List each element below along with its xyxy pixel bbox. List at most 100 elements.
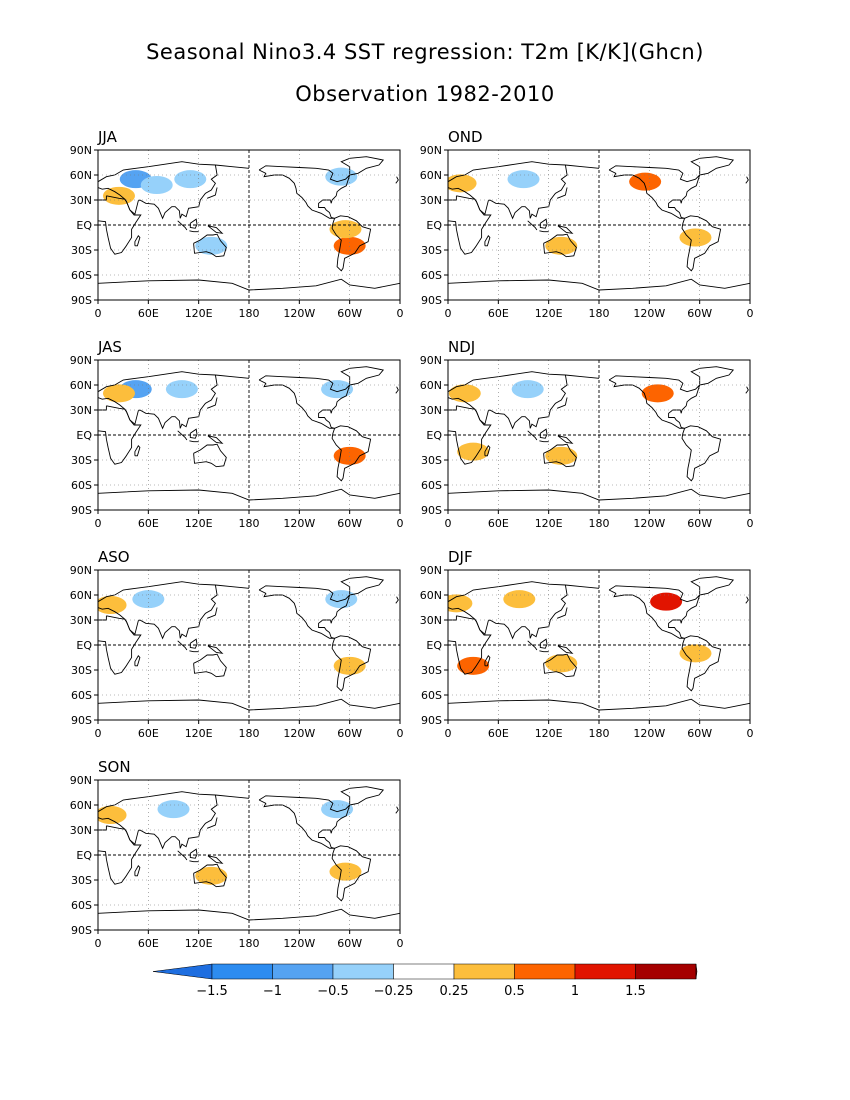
y-tick-label: 60N xyxy=(420,379,442,392)
y-tick-label: 60S xyxy=(71,269,92,282)
coastline xyxy=(193,653,227,678)
coastline xyxy=(395,386,399,394)
coastline xyxy=(177,850,188,861)
anomaly-region xyxy=(329,862,362,881)
y-tick-label: 90S xyxy=(421,294,442,307)
y-tick-label: 30N xyxy=(70,194,92,207)
anomaly-region xyxy=(507,170,540,189)
x-tick-label: 0 xyxy=(95,517,102,530)
x-tick-label: 120E xyxy=(185,937,213,950)
x-tick-label: 0 xyxy=(95,727,102,740)
anomaly-region xyxy=(140,176,173,194)
x-tick-label: 60W xyxy=(337,937,362,950)
coastline xyxy=(189,230,199,233)
anomaly-region xyxy=(321,800,354,819)
panel-label: SON xyxy=(98,758,131,776)
coastline xyxy=(556,607,568,619)
coastline xyxy=(527,430,538,441)
colorbar-segment xyxy=(272,963,334,980)
colorbar-label: −0.5 xyxy=(317,984,349,999)
coastline xyxy=(206,187,218,199)
y-tick-label: 30S xyxy=(71,454,92,467)
x-tick-label: 120W xyxy=(283,307,315,320)
colorbar-arrow-low xyxy=(152,963,213,980)
coastline xyxy=(258,585,351,639)
anomaly-region xyxy=(98,596,127,614)
y-tick-label: 90S xyxy=(71,924,92,937)
coastline xyxy=(340,366,385,386)
x-tick-label: 120W xyxy=(283,937,315,950)
coastline xyxy=(177,220,188,231)
coastline xyxy=(395,596,399,604)
anomaly-region xyxy=(174,170,207,189)
coastline xyxy=(98,791,250,813)
y-tick-label: EQ xyxy=(76,849,92,862)
coastline xyxy=(189,428,198,439)
coastline xyxy=(527,640,538,651)
x-tick-label: 60E xyxy=(488,727,509,740)
colorbar-segment xyxy=(453,963,515,980)
x-tick-label: 60E xyxy=(138,517,159,530)
y-tick-label: 60S xyxy=(71,479,92,492)
y-tick-label: 30S xyxy=(421,454,442,467)
y-tick-label: 60N xyxy=(70,799,92,812)
y-tick-label: 30N xyxy=(420,404,442,417)
colorbar-segment xyxy=(393,963,455,980)
anomaly-region xyxy=(102,384,135,403)
anomaly-region xyxy=(195,236,228,255)
x-tick-label: 0 xyxy=(445,517,452,530)
anomaly-region xyxy=(457,656,490,675)
coastline xyxy=(331,425,372,482)
x-tick-label: 0 xyxy=(397,937,404,950)
coastline xyxy=(193,863,227,888)
coastline xyxy=(206,817,218,829)
y-tick-label: EQ xyxy=(76,429,92,442)
x-tick-label: 0 xyxy=(747,307,754,320)
coastline xyxy=(681,425,722,482)
coastline xyxy=(608,375,701,429)
coastline xyxy=(258,165,351,219)
coastline xyxy=(395,176,399,184)
x-tick-label: 60E xyxy=(138,937,159,950)
colorbar: −1.5 −1 −0.5 −0.25 0.25 0.5 1 1.5 xyxy=(152,963,698,999)
y-tick-label: 30N xyxy=(70,404,92,417)
y-tick-label: 90S xyxy=(71,504,92,517)
y-tick-label: 60N xyxy=(420,589,442,602)
y-tick-label: EQ xyxy=(76,219,92,232)
y-tick-label: 90S xyxy=(71,714,92,727)
coastline xyxy=(484,235,491,247)
y-tick-label: 60S xyxy=(421,689,442,702)
coastline xyxy=(207,225,224,234)
colorbar-segment xyxy=(332,963,394,980)
anomaly-region xyxy=(641,384,674,403)
coastline xyxy=(98,405,142,465)
x-tick-label: 60E xyxy=(488,517,509,530)
x-tick-label: 120E xyxy=(185,307,213,320)
anomaly-region xyxy=(503,590,536,609)
coastline xyxy=(484,445,491,457)
x-tick-label: 60E xyxy=(138,307,159,320)
y-tick-label: 30N xyxy=(70,824,92,837)
y-tick-label: EQ xyxy=(76,639,92,652)
chart-subtitle: Observation 1982-2010 xyxy=(295,82,555,106)
coastline xyxy=(745,176,749,184)
anomaly-region xyxy=(195,866,228,885)
anomaly-region xyxy=(650,592,683,611)
x-tick-label: 120W xyxy=(283,517,315,530)
y-tick-label: 90N xyxy=(70,564,92,577)
anomaly-region xyxy=(511,380,544,399)
coastline xyxy=(448,161,600,183)
coastline xyxy=(189,218,198,229)
y-tick-label: 90N xyxy=(420,354,442,367)
anomaly-region xyxy=(325,167,358,186)
coastline xyxy=(134,655,141,667)
x-tick-label: 60W xyxy=(687,307,712,320)
y-tick-label: EQ xyxy=(426,219,442,232)
coastline xyxy=(448,615,492,675)
coastline xyxy=(608,165,701,219)
anomaly-region xyxy=(333,656,366,675)
coastline xyxy=(484,655,491,667)
